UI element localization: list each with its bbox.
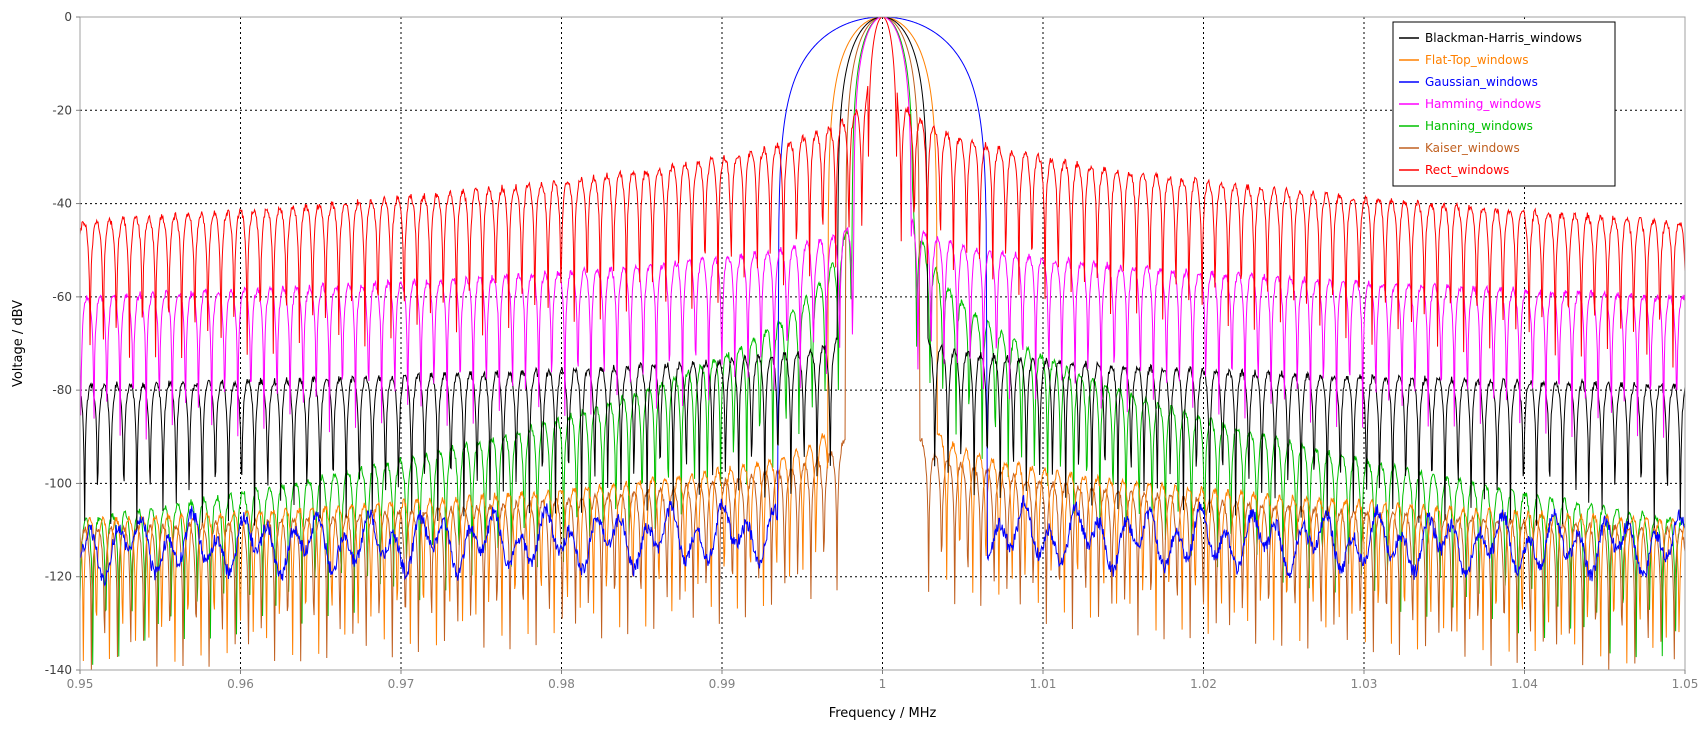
legend-label: Flat-Top_windows <box>1425 53 1529 67</box>
y-tick-label: -20 <box>52 103 72 117</box>
legend-label: Kaiser_windows <box>1425 141 1520 155</box>
legend-label: Rect_windows <box>1425 163 1509 177</box>
x-tick-label: 1 <box>879 677 887 691</box>
legend-label: Blackman-Harris_windows <box>1425 31 1582 45</box>
y-tick-label: 0 <box>64 10 72 24</box>
x-tick-label: 1.03 <box>1351 677 1378 691</box>
x-tick-label: 1.05 <box>1672 677 1699 691</box>
legend-box <box>1392 21 1616 187</box>
x-tick-label: 1.04 <box>1511 677 1538 691</box>
y-tick-label: -120 <box>45 570 72 584</box>
x-tick-label: 1.01 <box>1030 677 1057 691</box>
legend-label: Gaussian_windows <box>1425 75 1538 89</box>
x-axis-label: Frequency / MHz <box>829 706 937 721</box>
y-tick-labels: 0 -20 -40 -60 -80 -100 -120 -140 <box>45 10 80 677</box>
y-tick-label: -60 <box>52 290 72 304</box>
y-axis-label: Voltage / dBV <box>11 300 26 387</box>
x-tick-label: 0.95 <box>67 677 94 691</box>
x-tick-label: 0.99 <box>709 677 736 691</box>
y-tick-label: -80 <box>52 383 72 397</box>
x-tick-label: 0.96 <box>227 677 254 691</box>
y-tick-label: -140 <box>45 663 72 677</box>
legend-label: Hamming_windows <box>1425 97 1541 111</box>
y-tick-label: -100 <box>45 476 72 490</box>
legend: Blackman-Harris_windows Flat-Top_windows G… <box>1392 21 1616 187</box>
x-tick-labels: 0.95 0.96 0.97 0.98 0.99 1 1.01 1.02 1.03 1.04 1.0… <box>67 670 1699 691</box>
x-tick-label: 1.02 <box>1190 677 1217 691</box>
x-tick-label: 0.97 <box>388 677 415 691</box>
y-tick-label: -40 <box>52 197 72 211</box>
legend-label: Hanning_windows <box>1425 119 1533 133</box>
x-tick-label: 0.98 <box>548 677 575 691</box>
